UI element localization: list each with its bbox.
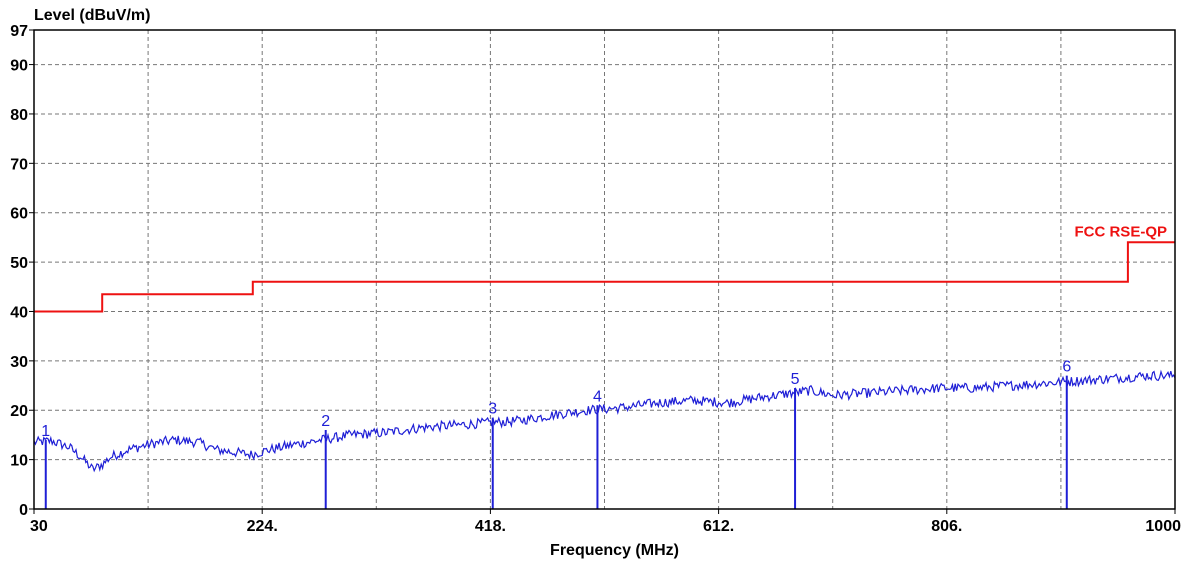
x-tick-label: 1000 [1145, 518, 1181, 535]
y-tick-label: 97 [10, 23, 28, 40]
y-tick-label: 30 [10, 354, 28, 371]
limit-line-label: FCC RSE-QP [1074, 223, 1167, 240]
y-tick-label: 60 [10, 206, 28, 223]
y-tick-label: 70 [10, 156, 28, 173]
grid-lines [34, 30, 1175, 509]
limit-line-group [34, 241, 1175, 313]
markers-group: 1 2 3 4 5 6 [41, 359, 1071, 509]
marker-label: 6 [1062, 359, 1071, 376]
marker-label: 4 [593, 388, 602, 405]
x-tick-label: 418. [475, 518, 506, 535]
marker-label: 2 [321, 413, 330, 430]
marker-label: 3 [488, 401, 497, 418]
x-axis-label: Frequency (MHz) [550, 542, 679, 559]
y-tick-label: 90 [10, 58, 28, 75]
y-tick-label: 0 [19, 502, 28, 519]
y-tick-label: 10 [10, 453, 28, 470]
marker-label: 5 [791, 371, 800, 388]
measured-trace [33, 369, 1176, 473]
plot-frame [33, 29, 1176, 510]
marker-label: 1 [41, 423, 50, 440]
x-tick-label: 224. [247, 518, 278, 535]
y-tick-label: 50 [10, 255, 28, 272]
limit-line [34, 241, 1175, 313]
y-tick-label: 80 [10, 107, 28, 124]
x-tick-label: 30 [30, 518, 48, 535]
x-tick-label: 612. [703, 518, 734, 535]
x-tick-label: 806. [931, 518, 962, 535]
y-tick-labels: 0 10 20 30 40 50 60 70 80 90 97 [10, 23, 34, 519]
y-axis-label: Level (dBuV/m) [34, 7, 150, 24]
y-tick-label: 20 [10, 403, 28, 420]
series-group [33, 369, 1176, 473]
y-tick-label: 40 [10, 304, 28, 321]
x-tick-labels: 30 224. 418. 612. 806. 1000 [30, 509, 1181, 535]
